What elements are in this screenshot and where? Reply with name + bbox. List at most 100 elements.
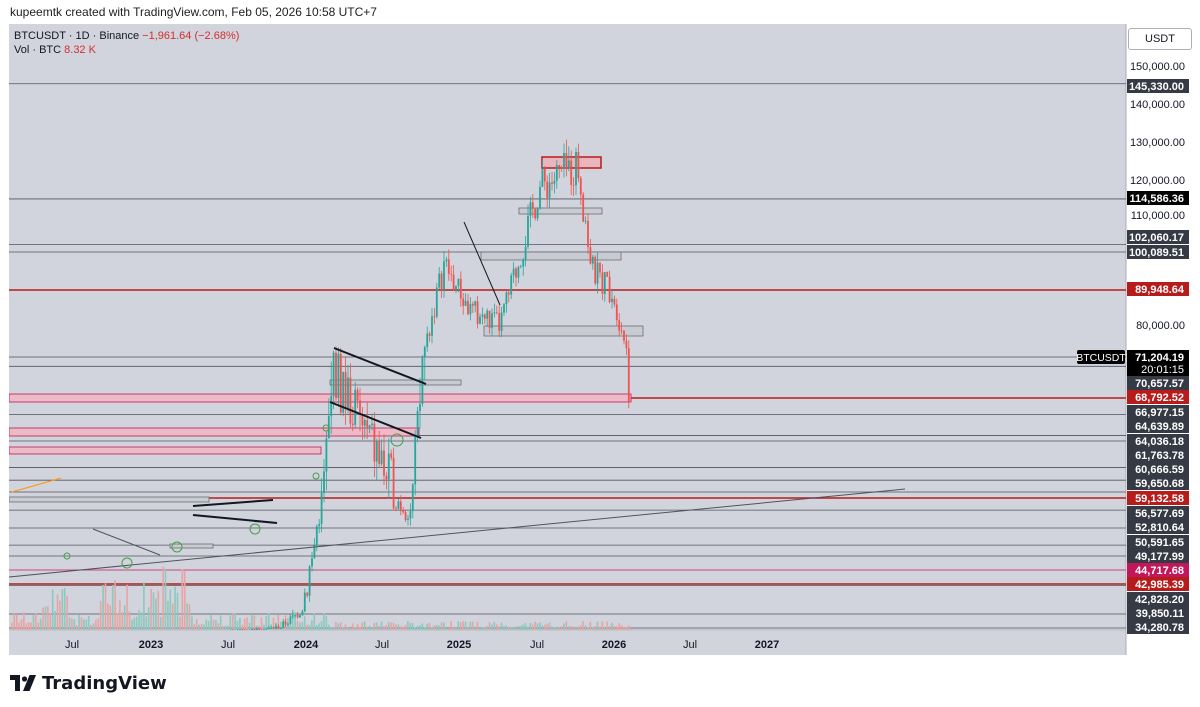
legend-symbol-row: BTCUSDT · 1D · Binance −1,961.64 (−2.68%… bbox=[14, 29, 239, 43]
volume-bar-154 bbox=[380, 621, 383, 630]
candle-221 bbox=[541, 159, 544, 188]
volume-bar-81 bbox=[205, 619, 208, 630]
candle-171 bbox=[421, 355, 424, 407]
volume-bar-177 bbox=[435, 625, 438, 630]
volume-bar-135 bbox=[335, 622, 337, 630]
volume-bar-193 bbox=[474, 626, 476, 630]
channel-lower bbox=[329, 401, 422, 439]
descending-line-2024 bbox=[463, 221, 501, 306]
volume-bar-192 bbox=[471, 621, 474, 630]
candle-217 bbox=[531, 193, 534, 219]
candle-134 bbox=[332, 350, 335, 410]
volume-bar-80 bbox=[203, 624, 205, 630]
candle-250 bbox=[611, 290, 613, 309]
volume-bar-107 bbox=[267, 613, 270, 630]
circle-marker-2 bbox=[171, 541, 183, 553]
candle-146 bbox=[361, 406, 364, 440]
circle-marker-7 bbox=[322, 424, 330, 432]
circle-marker-3 bbox=[121, 557, 133, 569]
price-tag: 64,639.89 bbox=[1127, 419, 1189, 433]
candle-194 bbox=[476, 295, 479, 329]
volume-bar-186 bbox=[457, 621, 460, 630]
candle-153 bbox=[378, 430, 381, 468]
volume-bar-70 bbox=[179, 616, 181, 630]
volume-bar-46 bbox=[121, 612, 124, 630]
volume-bar-197 bbox=[483, 627, 486, 630]
volume-bar-127 bbox=[315, 625, 318, 630]
volume-bar-63 bbox=[162, 566, 164, 630]
svg-text:64,639.89: 64,639.89 bbox=[1135, 421, 1184, 433]
candle-242 bbox=[591, 255, 594, 270]
volume-bar-40 bbox=[107, 603, 109, 630]
volume-bar-94 bbox=[236, 620, 239, 630]
candle-230 bbox=[563, 143, 565, 178]
price-tag: 52,810.64 bbox=[1127, 520, 1189, 534]
svg-text:100,089.51: 100,089.51 bbox=[1129, 247, 1184, 259]
volume-bar-176 bbox=[433, 625, 436, 630]
price-tag: 71,204.19 bbox=[1127, 350, 1189, 364]
candle-220 bbox=[539, 180, 541, 211]
wedge-upper bbox=[192, 499, 274, 507]
candle-126 bbox=[313, 538, 316, 559]
candle-125 bbox=[311, 552, 313, 572]
volume-bar-122 bbox=[303, 616, 306, 630]
chart-credit-bar: kupeemtk created with TradingView.com, F… bbox=[0, 0, 1200, 25]
candle-219 bbox=[536, 207, 539, 221]
volume-bar-36 bbox=[97, 618, 100, 630]
volume-bar-50 bbox=[131, 619, 133, 630]
volume-bar-128 bbox=[318, 623, 320, 630]
volume-bar-7 bbox=[27, 622, 30, 630]
x-tick-label: Jul bbox=[530, 639, 544, 651]
volume-bar-92 bbox=[231, 612, 234, 630]
volume-bar-98 bbox=[246, 617, 248, 630]
candle-121 bbox=[301, 609, 304, 616]
volume-bar-43 bbox=[114, 580, 116, 630]
volume-bar-229 bbox=[560, 626, 563, 630]
volume-bars bbox=[11, 566, 630, 630]
candle-213 bbox=[522, 257, 525, 276]
candle-226 bbox=[553, 172, 556, 194]
volume-bar-86 bbox=[217, 623, 220, 630]
candle-151 bbox=[373, 412, 376, 477]
volume-bar-29 bbox=[80, 617, 83, 630]
currency-selector[interactable]: USDT bbox=[1128, 28, 1192, 50]
candle-186 bbox=[457, 278, 460, 293]
candle-123 bbox=[306, 591, 309, 598]
volume-bar-83 bbox=[210, 615, 212, 630]
volume-bar-142 bbox=[351, 623, 354, 630]
tradingview-logo-icon bbox=[10, 675, 36, 691]
volume-bar-5 bbox=[23, 612, 25, 630]
price-tag: 68,792.52 bbox=[1127, 390, 1189, 404]
volume-bar-228 bbox=[558, 627, 560, 630]
price-chart[interactable]: Jul 2023 Jul 2024 Jul 2025 Jul 2026 Jul 2027 150,… bbox=[0, 24, 1200, 655]
candle-141 bbox=[349, 363, 352, 429]
candle-128 bbox=[318, 519, 321, 534]
volume-bar-44 bbox=[116, 613, 119, 630]
volume-bar-198 bbox=[486, 625, 488, 630]
volume-bar-19 bbox=[56, 594, 59, 630]
candle-133 bbox=[330, 361, 333, 434]
volume-bar-162 bbox=[399, 626, 402, 630]
zone-grey-3 bbox=[483, 325, 644, 337]
x-tick-label: 2024 bbox=[294, 639, 319, 651]
svg-text:61,763.78: 61,763.78 bbox=[1135, 450, 1184, 462]
candle-175 bbox=[431, 308, 433, 344]
candle-105 bbox=[263, 629, 265, 630]
volume-bar-1 bbox=[13, 613, 16, 630]
volume-bar-206 bbox=[505, 625, 508, 630]
candle-249 bbox=[608, 270, 611, 304]
candle-235 bbox=[575, 147, 577, 195]
circle-marker-5 bbox=[63, 552, 71, 560]
candle-243 bbox=[594, 255, 597, 286]
candle-255 bbox=[623, 329, 625, 345]
candle-137 bbox=[339, 347, 342, 416]
volume-bar-77 bbox=[195, 619, 198, 630]
volume-bar-152 bbox=[375, 622, 378, 630]
legend-volume-label: Vol · BTC bbox=[14, 44, 62, 56]
candle-94 bbox=[236, 629, 239, 630]
trend-drawings bbox=[9, 221, 906, 578]
candle-191 bbox=[469, 297, 472, 321]
candle-211 bbox=[517, 265, 520, 284]
volume-bar-199 bbox=[488, 622, 491, 630]
price-tag: 70,657.57 bbox=[1127, 376, 1189, 390]
